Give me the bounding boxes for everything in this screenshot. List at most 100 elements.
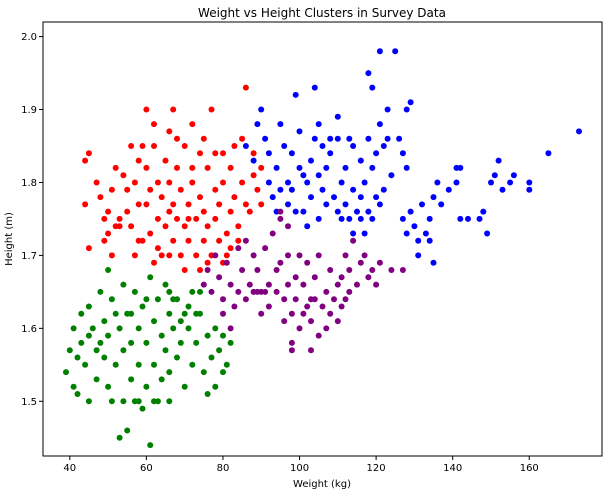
data-point xyxy=(101,318,108,325)
data-point xyxy=(315,332,322,339)
data-point xyxy=(292,208,299,215)
data-point xyxy=(162,157,169,164)
data-point xyxy=(101,354,108,361)
data-point xyxy=(120,172,127,179)
data-point xyxy=(308,347,314,354)
data-point xyxy=(277,208,284,215)
data-point xyxy=(250,150,257,157)
data-point xyxy=(139,405,146,412)
data-point xyxy=(204,267,211,273)
data-point xyxy=(438,201,445,208)
x-tick-label: 100 xyxy=(290,463,309,474)
data-point xyxy=(480,208,487,215)
data-point xyxy=(338,179,345,186)
data-point xyxy=(334,318,341,325)
data-point xyxy=(488,179,494,186)
data-point xyxy=(258,310,265,317)
data-point xyxy=(545,150,552,157)
y-tick-label: 1.8 xyxy=(21,178,37,189)
data-point xyxy=(162,347,169,354)
data-point xyxy=(526,179,533,186)
data-point xyxy=(200,369,207,376)
data-point xyxy=(361,230,368,237)
data-point xyxy=(131,252,138,259)
data-point xyxy=(93,179,100,186)
data-point xyxy=(281,318,288,325)
data-point xyxy=(177,339,184,346)
data-point xyxy=(350,230,357,237)
data-point xyxy=(128,339,135,346)
data-point xyxy=(216,347,223,354)
y-tick-label: 1.7 xyxy=(21,251,37,262)
data-point xyxy=(380,143,387,149)
data-point xyxy=(376,259,383,266)
data-point xyxy=(357,194,364,201)
data-point xyxy=(154,245,161,252)
data-point xyxy=(369,164,376,171)
data-point xyxy=(208,288,215,295)
data-point xyxy=(116,223,123,230)
data-point xyxy=(342,164,349,171)
data-point xyxy=(323,164,330,171)
data-point xyxy=(304,259,311,266)
data-point xyxy=(250,172,257,179)
data-point xyxy=(124,208,131,215)
data-point xyxy=(170,296,177,303)
data-point xyxy=(292,274,299,281)
data-point xyxy=(254,267,261,273)
data-point xyxy=(350,186,357,193)
data-point xyxy=(476,215,483,222)
data-point xyxy=(308,194,314,201)
data-point xyxy=(277,186,284,193)
data-point xyxy=(158,194,165,201)
data-point xyxy=(181,267,188,273)
x-tick-label: 120 xyxy=(367,463,386,474)
data-point xyxy=(334,281,341,288)
data-point xyxy=(151,361,157,368)
data-point xyxy=(112,310,119,317)
data-point xyxy=(338,274,345,281)
data-point xyxy=(177,252,184,259)
data-point xyxy=(208,106,215,113)
data-point xyxy=(262,135,269,142)
data-point xyxy=(242,201,249,208)
data-point xyxy=(457,164,464,171)
data-point xyxy=(288,347,295,354)
data-point xyxy=(399,150,406,157)
data-point xyxy=(108,398,115,405)
data-point xyxy=(242,143,249,149)
data-point xyxy=(147,186,154,193)
data-point xyxy=(254,186,261,193)
data-point xyxy=(315,215,322,222)
data-point xyxy=(166,128,173,135)
data-point xyxy=(315,121,322,128)
data-point xyxy=(200,281,207,288)
data-point xyxy=(361,179,368,186)
data-point xyxy=(135,201,142,208)
data-point xyxy=(346,215,353,222)
data-point xyxy=(162,223,169,230)
data-point xyxy=(235,237,242,244)
data-point xyxy=(170,237,177,244)
data-point xyxy=(158,376,165,383)
data-point xyxy=(189,179,196,186)
data-point xyxy=(239,179,246,186)
data-point xyxy=(220,369,226,376)
data-point xyxy=(346,267,353,273)
y-tick-label: 2.0 xyxy=(21,32,37,43)
data-point xyxy=(174,215,180,222)
data-point xyxy=(131,179,138,186)
data-point xyxy=(101,237,108,244)
data-point xyxy=(197,194,203,201)
data-point xyxy=(116,325,123,332)
data-point xyxy=(285,252,291,259)
data-point xyxy=(285,223,291,230)
data-point xyxy=(250,157,257,164)
data-point xyxy=(135,325,142,332)
data-point xyxy=(380,186,387,193)
data-point xyxy=(296,128,303,135)
data-point xyxy=(258,106,265,113)
data-point xyxy=(154,179,161,186)
data-point xyxy=(154,215,161,222)
data-point xyxy=(170,106,177,113)
